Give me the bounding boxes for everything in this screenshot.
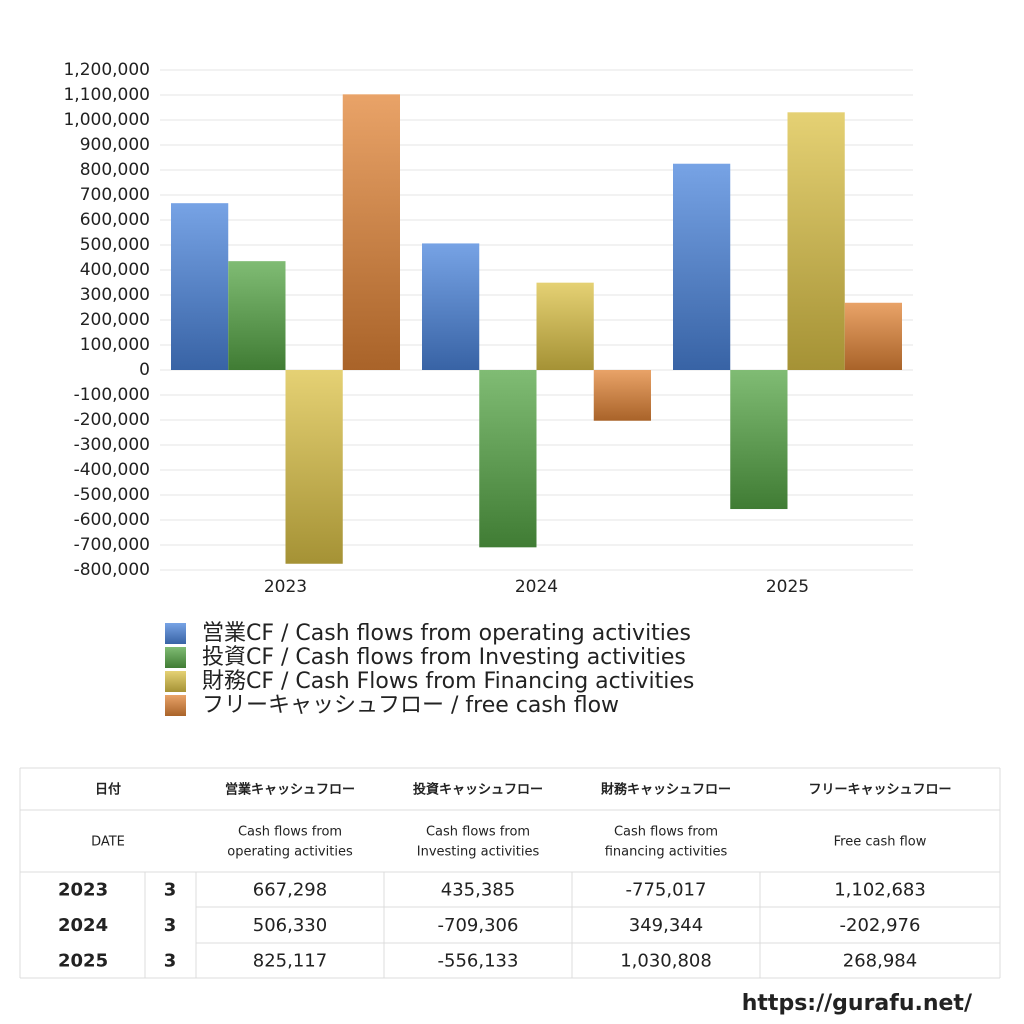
- y-tick-label: 500,000: [80, 235, 150, 255]
- x-tick-label: 2025: [766, 577, 809, 597]
- y-tick-label: -100,000: [74, 385, 150, 405]
- legend-label: 財務CF / Cash Flows from Financing activit…: [202, 669, 694, 694]
- x-tick-label: 2024: [515, 577, 558, 597]
- bar: [730, 370, 788, 510]
- bar: [285, 370, 343, 564]
- table-cell: 667,298: [253, 880, 327, 901]
- table-cell: 2025: [58, 951, 108, 972]
- bar: [479, 370, 537, 548]
- y-tick-label: 300,000: [80, 285, 150, 305]
- table-header: 日付: [95, 782, 121, 798]
- y-tick-label: -200,000: [74, 410, 150, 430]
- table-subheader: Cash flows from: [614, 825, 718, 840]
- legend-label: 営業CF / Cash flows from operating activit…: [202, 621, 691, 646]
- y-tick-label: -500,000: [74, 485, 150, 505]
- y-tick-label: 200,000: [80, 310, 150, 330]
- y-tick-label: -600,000: [74, 510, 150, 530]
- table-cell: 3: [164, 880, 177, 901]
- bar: [228, 261, 286, 370]
- legend-label: 投資CF / Cash flows from Investing activit…: [202, 645, 686, 670]
- table-cell: 3: [164, 951, 177, 972]
- y-tick-label: 1,000,000: [63, 110, 150, 130]
- table-subheader: DATE: [91, 835, 125, 850]
- legend-swatch: [165, 623, 186, 644]
- y-tick-label: 100,000: [80, 335, 150, 355]
- y-tick-label: 1,100,000: [63, 85, 150, 105]
- table-subheader: Free cash flow: [834, 835, 927, 850]
- bar: [673, 163, 731, 370]
- bar: [536, 282, 594, 370]
- table-subheader: financing activities: [605, 845, 728, 860]
- table-subheader: Cash flows from: [238, 825, 342, 840]
- table-subheader: operating activities: [227, 845, 353, 860]
- y-tick-label: 700,000: [80, 185, 150, 205]
- table-subheader: Investing activities: [417, 845, 540, 860]
- legend-swatch: [165, 647, 186, 668]
- table-cell: 1,030,808: [620, 951, 712, 972]
- table-cell: -775,017: [626, 880, 707, 901]
- y-tick-label: 600,000: [80, 210, 150, 230]
- table-header: 財務キャッシュフロー: [600, 782, 731, 798]
- y-tick-label: 400,000: [80, 260, 150, 280]
- table-subheader: Cash flows from: [426, 825, 530, 840]
- y-tick-label: 1,200,000: [63, 60, 150, 80]
- table-cell: -202,976: [840, 915, 921, 936]
- bar: [593, 370, 651, 421]
- site-url: https://gurafu.net/: [742, 991, 973, 1016]
- y-tick-label: -700,000: [74, 535, 150, 555]
- table-cell: -556,133: [438, 951, 519, 972]
- table-header: 営業キャッシュフロー: [225, 782, 355, 798]
- legend-label: フリーキャッシュフロー / free cash flow: [202, 693, 619, 718]
- table-cell: 2024: [58, 915, 108, 936]
- table-cell: 2023: [58, 880, 108, 901]
- table-cell: 3: [164, 915, 177, 936]
- legend-swatch: [165, 695, 186, 716]
- y-tick-label: -800,000: [74, 560, 150, 580]
- table-cell: 435,385: [441, 880, 515, 901]
- bar: [844, 302, 902, 370]
- table-cell: -709,306: [438, 915, 519, 936]
- bar: [342, 94, 400, 370]
- bar: [171, 203, 229, 370]
- y-tick-label: 800,000: [80, 160, 150, 180]
- bar: [787, 112, 845, 370]
- table-cell: 1,102,683: [834, 880, 926, 901]
- table-header: フリーキャッシュフロー: [808, 783, 951, 798]
- y-tick-label: -300,000: [74, 435, 150, 455]
- y-tick-label: 900,000: [80, 135, 150, 155]
- y-tick-label: 0: [139, 360, 150, 380]
- legend-swatch: [165, 671, 186, 692]
- bar: [422, 243, 480, 370]
- table-cell: 506,330: [253, 915, 327, 936]
- table-cell: 825,117: [253, 951, 327, 972]
- x-tick-label: 2023: [264, 577, 307, 597]
- table-cell: 268,984: [843, 951, 917, 972]
- table-header: 投資キャッシュフロー: [413, 782, 543, 798]
- table-cell: 349,344: [629, 915, 703, 936]
- y-tick-label: -400,000: [74, 460, 150, 480]
